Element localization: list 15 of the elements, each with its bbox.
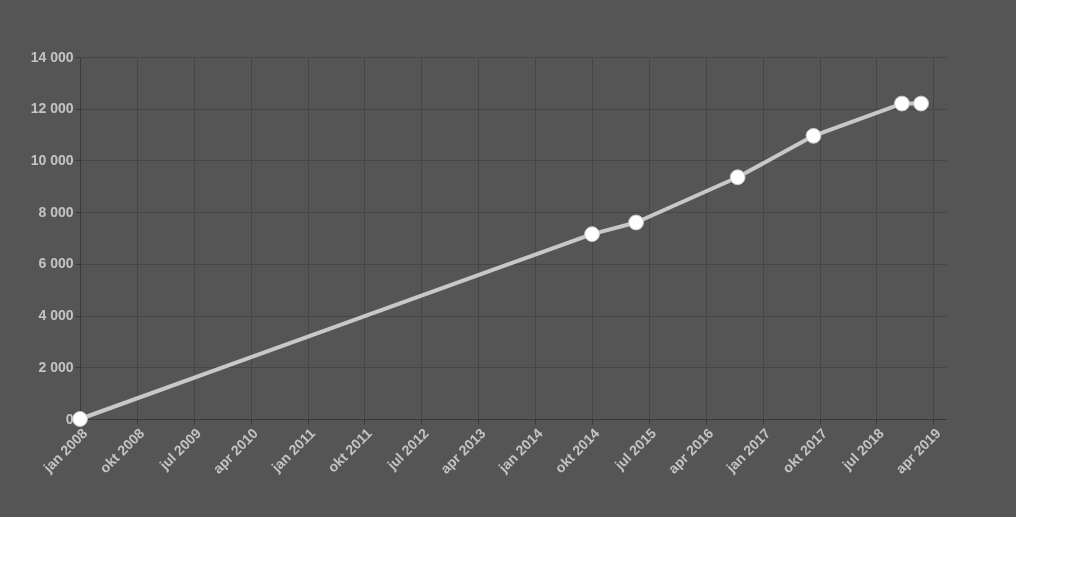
y-tick-label: 10 000	[30, 151, 74, 168]
y-tick-label: 6 000	[38, 255, 74, 272]
point	[72, 411, 88, 427]
y-tick-label: 2 000	[38, 358, 74, 375]
y-tick-label: 12 000	[30, 100, 74, 117]
y-tick-label: 0	[65, 410, 74, 427]
point	[894, 95, 910, 112]
y-tick-label: 8 000	[38, 203, 74, 220]
y-tick-label: 14 000	[30, 48, 74, 65]
point	[628, 214, 644, 231]
point	[729, 169, 746, 186]
point	[913, 95, 929, 112]
point	[584, 226, 600, 243]
point	[805, 127, 822, 144]
y-tick-label: 4 000	[38, 307, 74, 324]
